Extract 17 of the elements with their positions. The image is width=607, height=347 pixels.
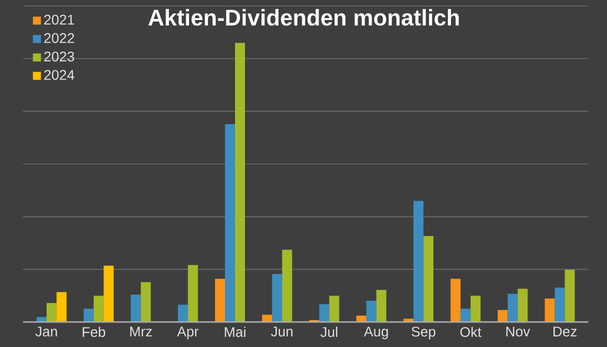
x-tick-label: Mai bbox=[224, 326, 246, 337]
x-tick-label: Aug bbox=[364, 326, 388, 340]
x-tick-label: Feb bbox=[82, 326, 106, 337]
chart-title: Aktien-Dividenden monatlich bbox=[148, 9, 459, 26]
x-tick-label: Apr bbox=[177, 326, 199, 340]
x-tick-label: Mrz bbox=[130, 326, 152, 336]
x-tick-label: Dez bbox=[553, 326, 577, 336]
legend-label: 2023 bbox=[44, 52, 74, 62]
x-tick-label: Okt bbox=[460, 326, 482, 337]
x-tick-label: Nov bbox=[506, 326, 530, 336]
legend-label: 2022 bbox=[44, 33, 74, 44]
x-tick-label: Jan bbox=[36, 326, 57, 336]
legend-label: 2021 bbox=[44, 14, 74, 25]
x-tick-label: Sep bbox=[412, 326, 436, 340]
x-tick-label: Jul bbox=[320, 326, 338, 337]
x-tick-label: Jun bbox=[271, 326, 292, 336]
legend-label: 2024 bbox=[44, 70, 74, 80]
